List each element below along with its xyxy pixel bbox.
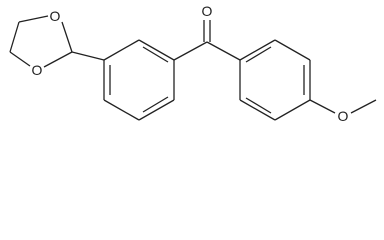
atom-label: O: [338, 108, 349, 124]
atom-label: O: [32, 62, 43, 78]
atom-label: O: [202, 3, 213, 19]
structure: O O O O: [9, 3, 377, 124]
atom-label: O: [50, 8, 61, 24]
bonds: [9, 15, 377, 121]
